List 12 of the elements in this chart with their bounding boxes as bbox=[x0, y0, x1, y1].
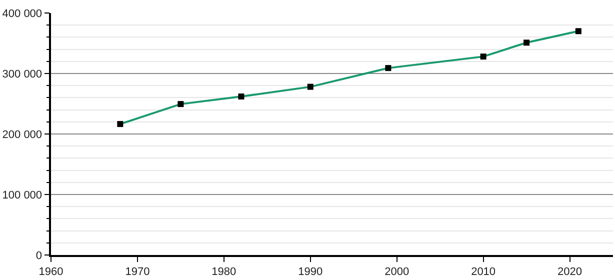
y-tick-label: 300 000 bbox=[2, 68, 42, 80]
x-tick-label: 1960 bbox=[38, 266, 64, 278]
x-tick-label: 2000 bbox=[384, 266, 410, 278]
y-tick-label: 100 000 bbox=[2, 189, 42, 202]
x-tick-label: 1970 bbox=[125, 266, 150, 278]
x-tick-label: 2020 bbox=[558, 266, 582, 278]
x-tick-label: 2010 bbox=[471, 266, 496, 278]
y-tick-label: 400 000 bbox=[2, 8, 42, 20]
x-tick-label: 1990 bbox=[298, 266, 323, 278]
y-tick-label: 0 bbox=[36, 250, 42, 262]
y-tick-label: 200 000 bbox=[2, 128, 42, 141]
x-tick-label: 1980 bbox=[212, 266, 236, 278]
